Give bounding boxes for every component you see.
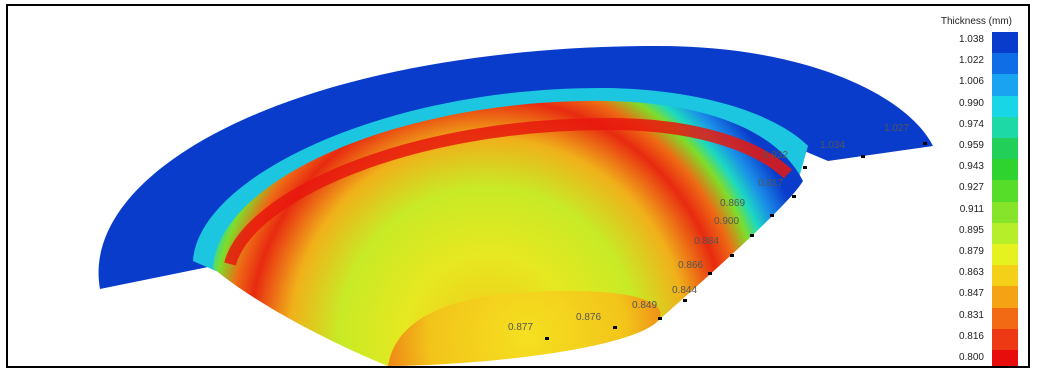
transition-ring: [193, 87, 808, 274]
legend-swatch: [992, 201, 1018, 224]
probe-label: 0.876: [576, 312, 601, 323]
legend-label: 0.895: [958, 224, 984, 236]
legend-label: 0.911: [959, 203, 984, 215]
probe-marker: [770, 214, 774, 217]
legend-label: 0.816: [958, 330, 984, 342]
probe-marker: [792, 195, 796, 198]
legend-swatch: [992, 307, 1018, 330]
legend-label: 0.943: [958, 161, 984, 173]
legend-swatch: [992, 180, 1018, 203]
legend-swatch: [992, 32, 1018, 54]
thin-band: [224, 117, 793, 266]
legend-label: 0.927: [958, 182, 984, 194]
probe-label: 0.884: [694, 236, 719, 247]
probe-label: 0.817: [758, 178, 783, 189]
legend-label: 1.038: [958, 34, 984, 45]
cup-base: [388, 291, 661, 366]
thickness-plot-frame: 1.027 1.034 0.932 0.817 0.869 0.900 0.884 0.866…: [6, 4, 1030, 368]
legend-label: 1.006: [958, 76, 984, 88]
legend-swatch: [992, 222, 1018, 245]
legend-swatch: [992, 265, 1018, 288]
probe-label: 0.866: [678, 260, 703, 271]
legend-swatch: [992, 244, 1018, 266]
probe-label: 1.027: [884, 123, 909, 134]
legend-swatch: [992, 328, 1018, 351]
probe-label: 0.932: [763, 150, 788, 161]
probe-marker: [923, 142, 927, 145]
legend-swatch: [992, 53, 1018, 76]
legend-swatch: [992, 350, 1018, 366]
legend-swatch: [992, 116, 1018, 139]
probe-marker: [545, 337, 549, 340]
probe-label: 0.844: [672, 285, 697, 296]
legend-title: Thickness (mm): [940, 16, 1012, 27]
legend-swatch: [992, 95, 1018, 118]
probe-marker: [861, 155, 865, 158]
legend-swatch: [992, 286, 1018, 309]
probe-label: 0.849: [632, 300, 657, 311]
legend-swatch: [992, 138, 1018, 160]
legend-label: 0.990: [958, 97, 984, 109]
probe-marker: [803, 166, 807, 169]
legend-label: 0.847: [958, 288, 984, 300]
legend-label: 0.879: [958, 246, 984, 257]
legend-label: 0.974: [958, 118, 984, 130]
probe-marker: [613, 326, 617, 329]
probe-label: 1.034: [820, 140, 845, 151]
legend-label: 0.863: [958, 267, 984, 279]
probe-label: 0.877: [508, 322, 533, 333]
probe-marker: [750, 234, 754, 237]
probe-marker: [658, 317, 662, 320]
probe-label: 0.869: [720, 198, 745, 209]
probe-marker: [730, 254, 734, 257]
legend-swatch: [992, 74, 1018, 97]
contour-viewport: 1.027 1.034 0.932 0.817 0.869 0.900 0.884 0.866…: [98, 46, 934, 366]
probe-layer: 1.027 1.034 0.932 0.817 0.869 0.900 0.884 0.866…: [508, 123, 927, 340]
color-legend: Thickness (mm) 1.038 1.022 1.006 0.990 0.974…: [908, 6, 1028, 366]
legend-swatch: [992, 159, 1018, 182]
probe-marker: [683, 299, 687, 302]
legend-label: 0.959: [958, 140, 984, 151]
legend-label: 0.800: [958, 352, 984, 363]
legend-label: 0.831: [958, 309, 984, 321]
probe-marker: [708, 272, 712, 275]
legend-label: 1.022: [958, 55, 984, 67]
probe-label: 0.900: [714, 216, 739, 227]
